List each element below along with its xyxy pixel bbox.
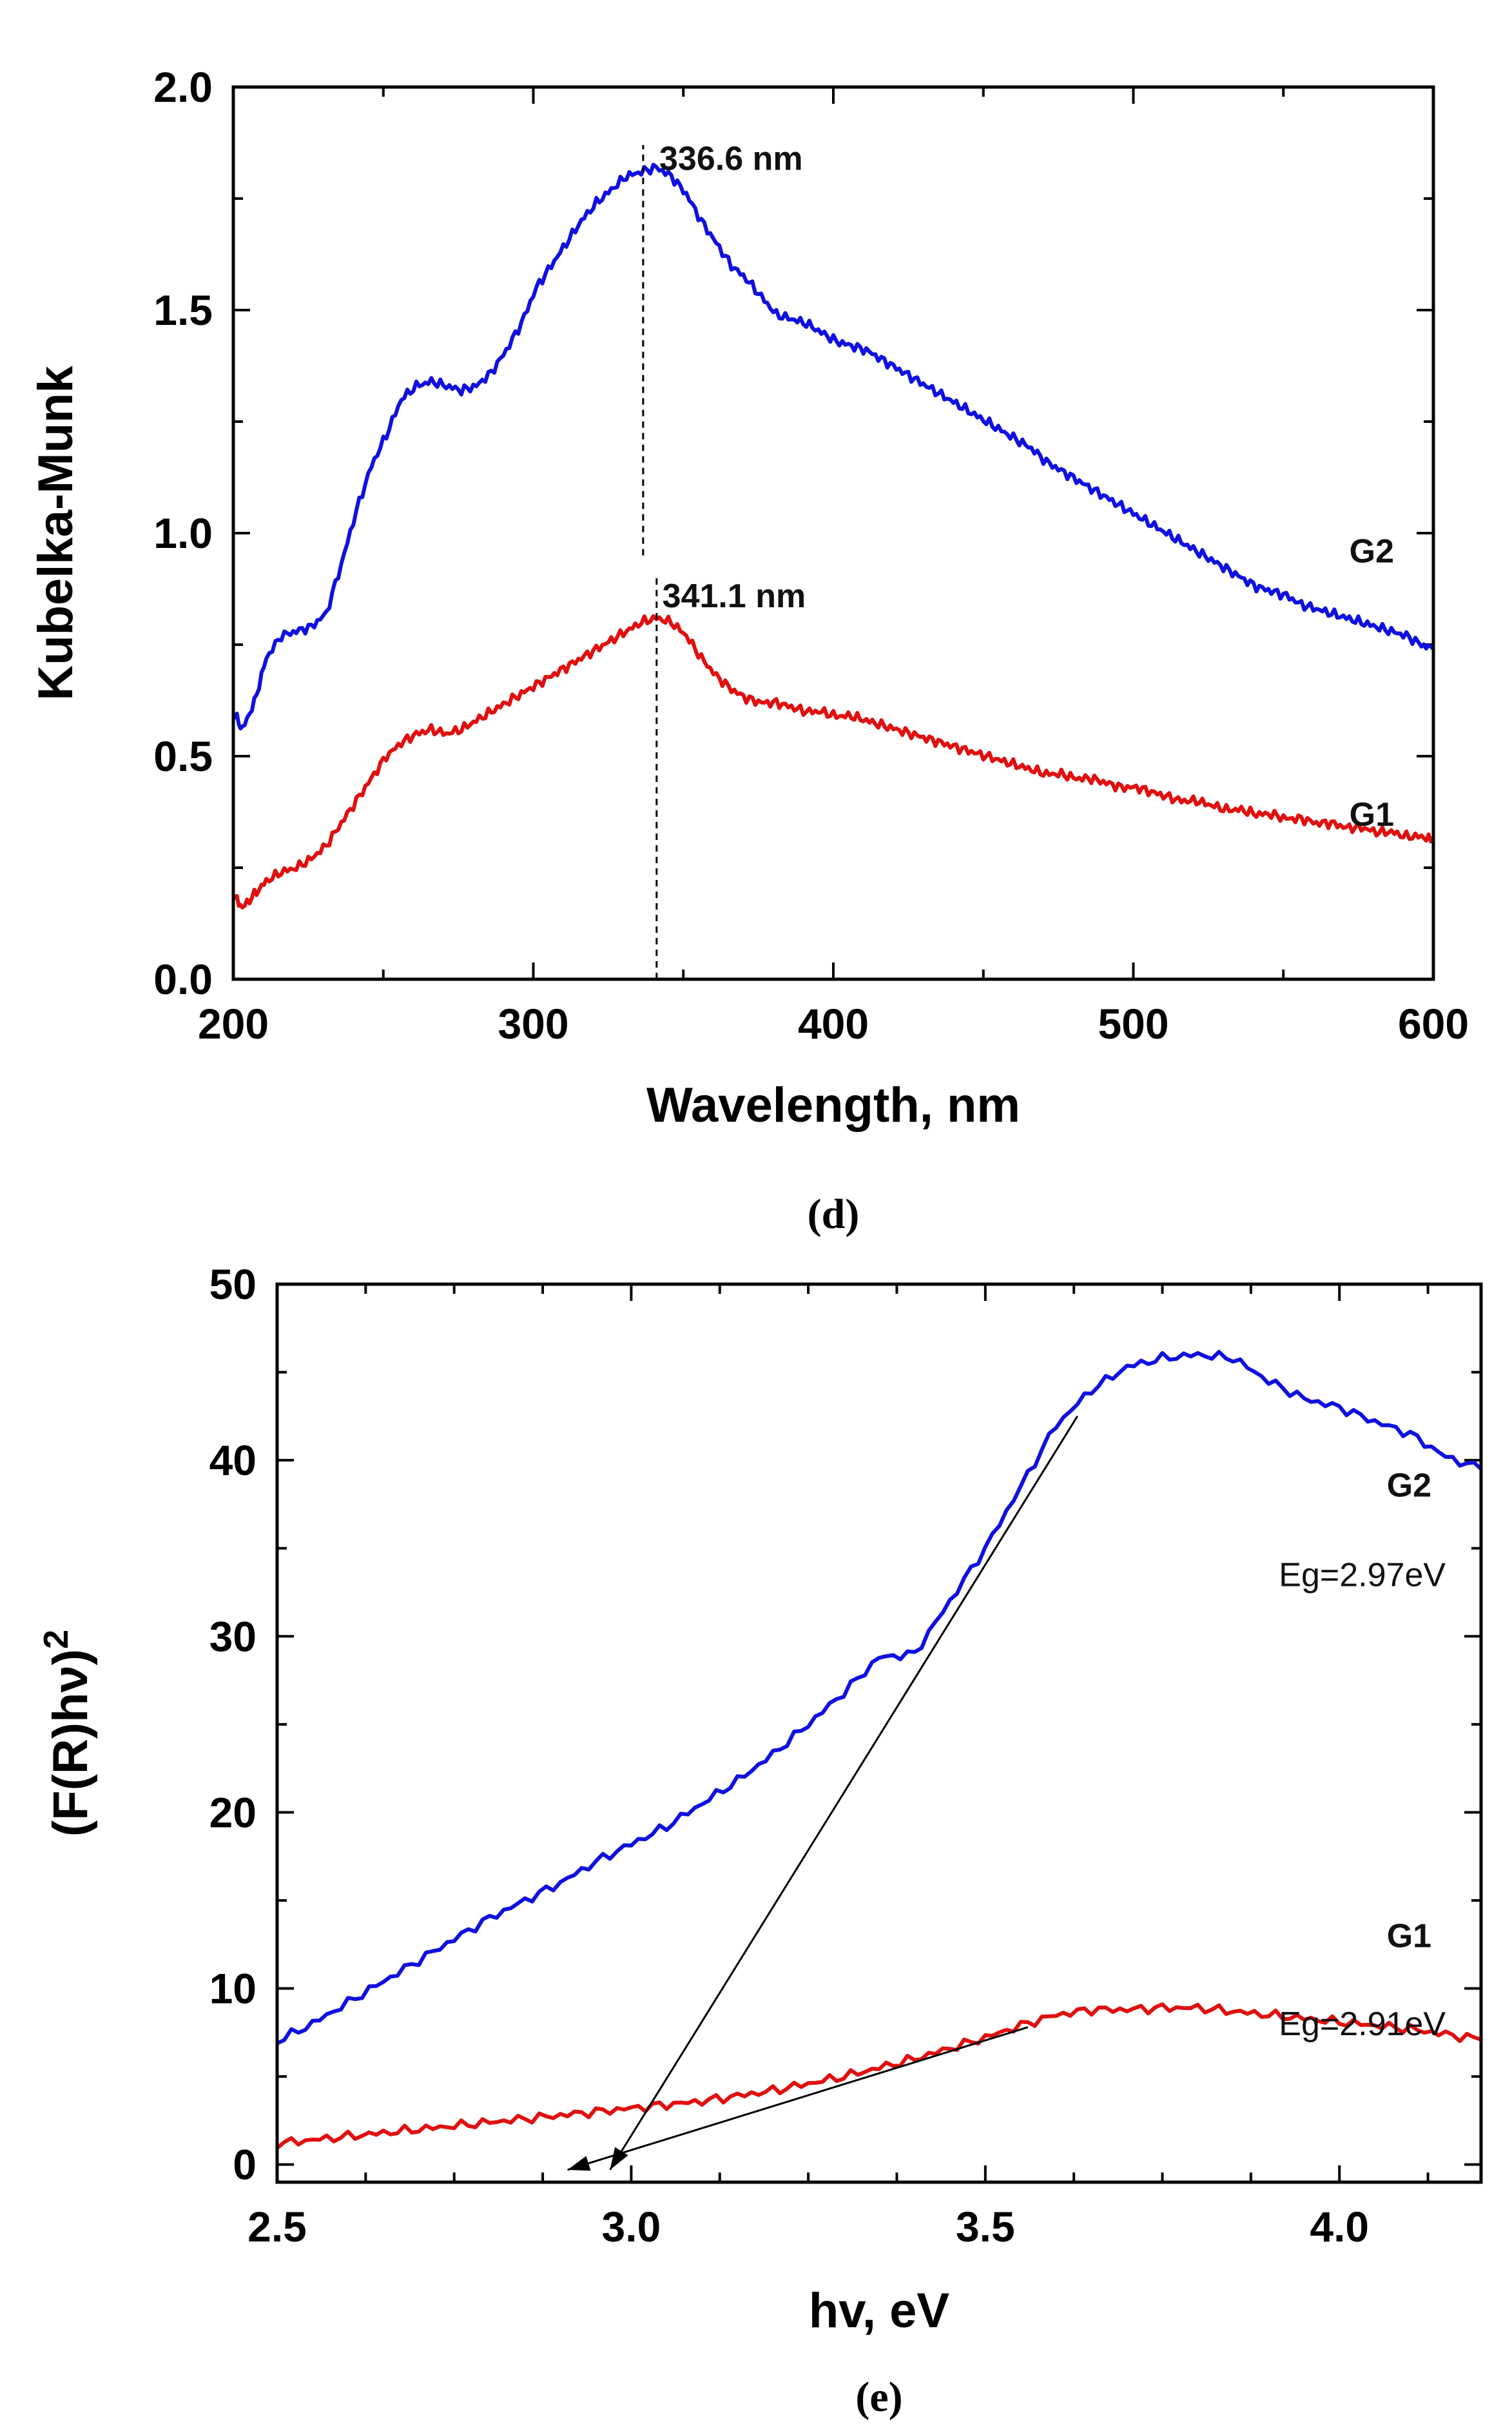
x-tick-label: 400 bbox=[798, 1000, 869, 1048]
tangent-arrowhead bbox=[610, 2147, 628, 2170]
peak-label: 341.1 nm bbox=[663, 578, 806, 615]
plot-frame bbox=[275, 1282, 1483, 2184]
plot-frame bbox=[231, 85, 1435, 981]
peak-label: 336.6 nm bbox=[659, 141, 803, 178]
panel-caption: (e) bbox=[855, 2374, 902, 2421]
x-tick-label: 4.0 bbox=[1310, 2203, 1369, 2250]
y-tick-label: 0.5 bbox=[153, 732, 213, 780]
x-tick-label: 3.5 bbox=[956, 2203, 1015, 2250]
y-axis-title: (F(R)hν)2 bbox=[37, 1630, 98, 1837]
tangent-line bbox=[609, 1416, 1078, 2171]
panel-caption: (d) bbox=[808, 1191, 860, 1238]
y-tick-label: 30 bbox=[209, 1612, 257, 1660]
x-tick-label: 600 bbox=[1398, 1000, 1469, 1048]
panel-d: 200 300 400 500 600 0.0 0.5 1.0 1.5 2.0 336.6 nm 34… bbox=[28, 63, 1469, 1238]
y-tick-label: 20 bbox=[209, 1788, 257, 1836]
series-g1-line bbox=[276, 2002, 1482, 2150]
y-tick-label: 0 bbox=[233, 2141, 257, 2189]
annotation-label: Eg=2.91eV bbox=[1279, 2006, 1446, 2043]
y-tick-label: 50 bbox=[209, 1260, 257, 1308]
tangent-line bbox=[567, 2026, 1029, 2171]
panel-e: 2.5 3.0 3.5 4.0 0 10 20 30 40 50 G2 Eg=2.97eV G1 Eg=2… bbox=[37, 1260, 1483, 2421]
x-tick-label: 3.0 bbox=[602, 2203, 661, 2250]
y-tick-label: 2.0 bbox=[153, 63, 213, 111]
y-axis-title: Kubelka-Munk bbox=[28, 366, 83, 701]
y-tick-label: 10 bbox=[209, 1965, 257, 2013]
annotation-label: G1 bbox=[1350, 796, 1394, 834]
series-g2-line bbox=[231, 162, 1435, 731]
series-g1-line bbox=[231, 614, 1434, 910]
annotation-label: Eg=2.97eV bbox=[1279, 1557, 1446, 1594]
series-g2-line bbox=[276, 1349, 1483, 2045]
x-tick-label: 2.5 bbox=[247, 2203, 307, 2250]
x-tick-label: 200 bbox=[198, 1000, 269, 1048]
y-tick-label: 1.5 bbox=[153, 286, 213, 334]
x-axis-title: Wavelength, nm bbox=[646, 1078, 1020, 1133]
x-tick-label: 500 bbox=[1098, 1000, 1168, 1048]
y-axis-title-superscript: 2 bbox=[37, 1630, 75, 1649]
annotation-label: G2 bbox=[1387, 1467, 1431, 1504]
tangent-arrowhead bbox=[567, 2156, 591, 2171]
annotation-label: G1 bbox=[1387, 1918, 1431, 1955]
y-tick-label: 1.0 bbox=[153, 509, 213, 557]
y-tick-label: 0.0 bbox=[153, 955, 213, 1003]
annotation-label: G2 bbox=[1350, 533, 1394, 571]
x-axis-title: hv, eV bbox=[809, 2283, 950, 2338]
x-tick-label: 300 bbox=[498, 1000, 568, 1048]
y-axis-title-text: Kubelka-Munk bbox=[28, 366, 83, 701]
y-axis-title-text: (F(R)hν) bbox=[43, 1649, 98, 1837]
y-tick-label: 40 bbox=[209, 1436, 257, 1484]
